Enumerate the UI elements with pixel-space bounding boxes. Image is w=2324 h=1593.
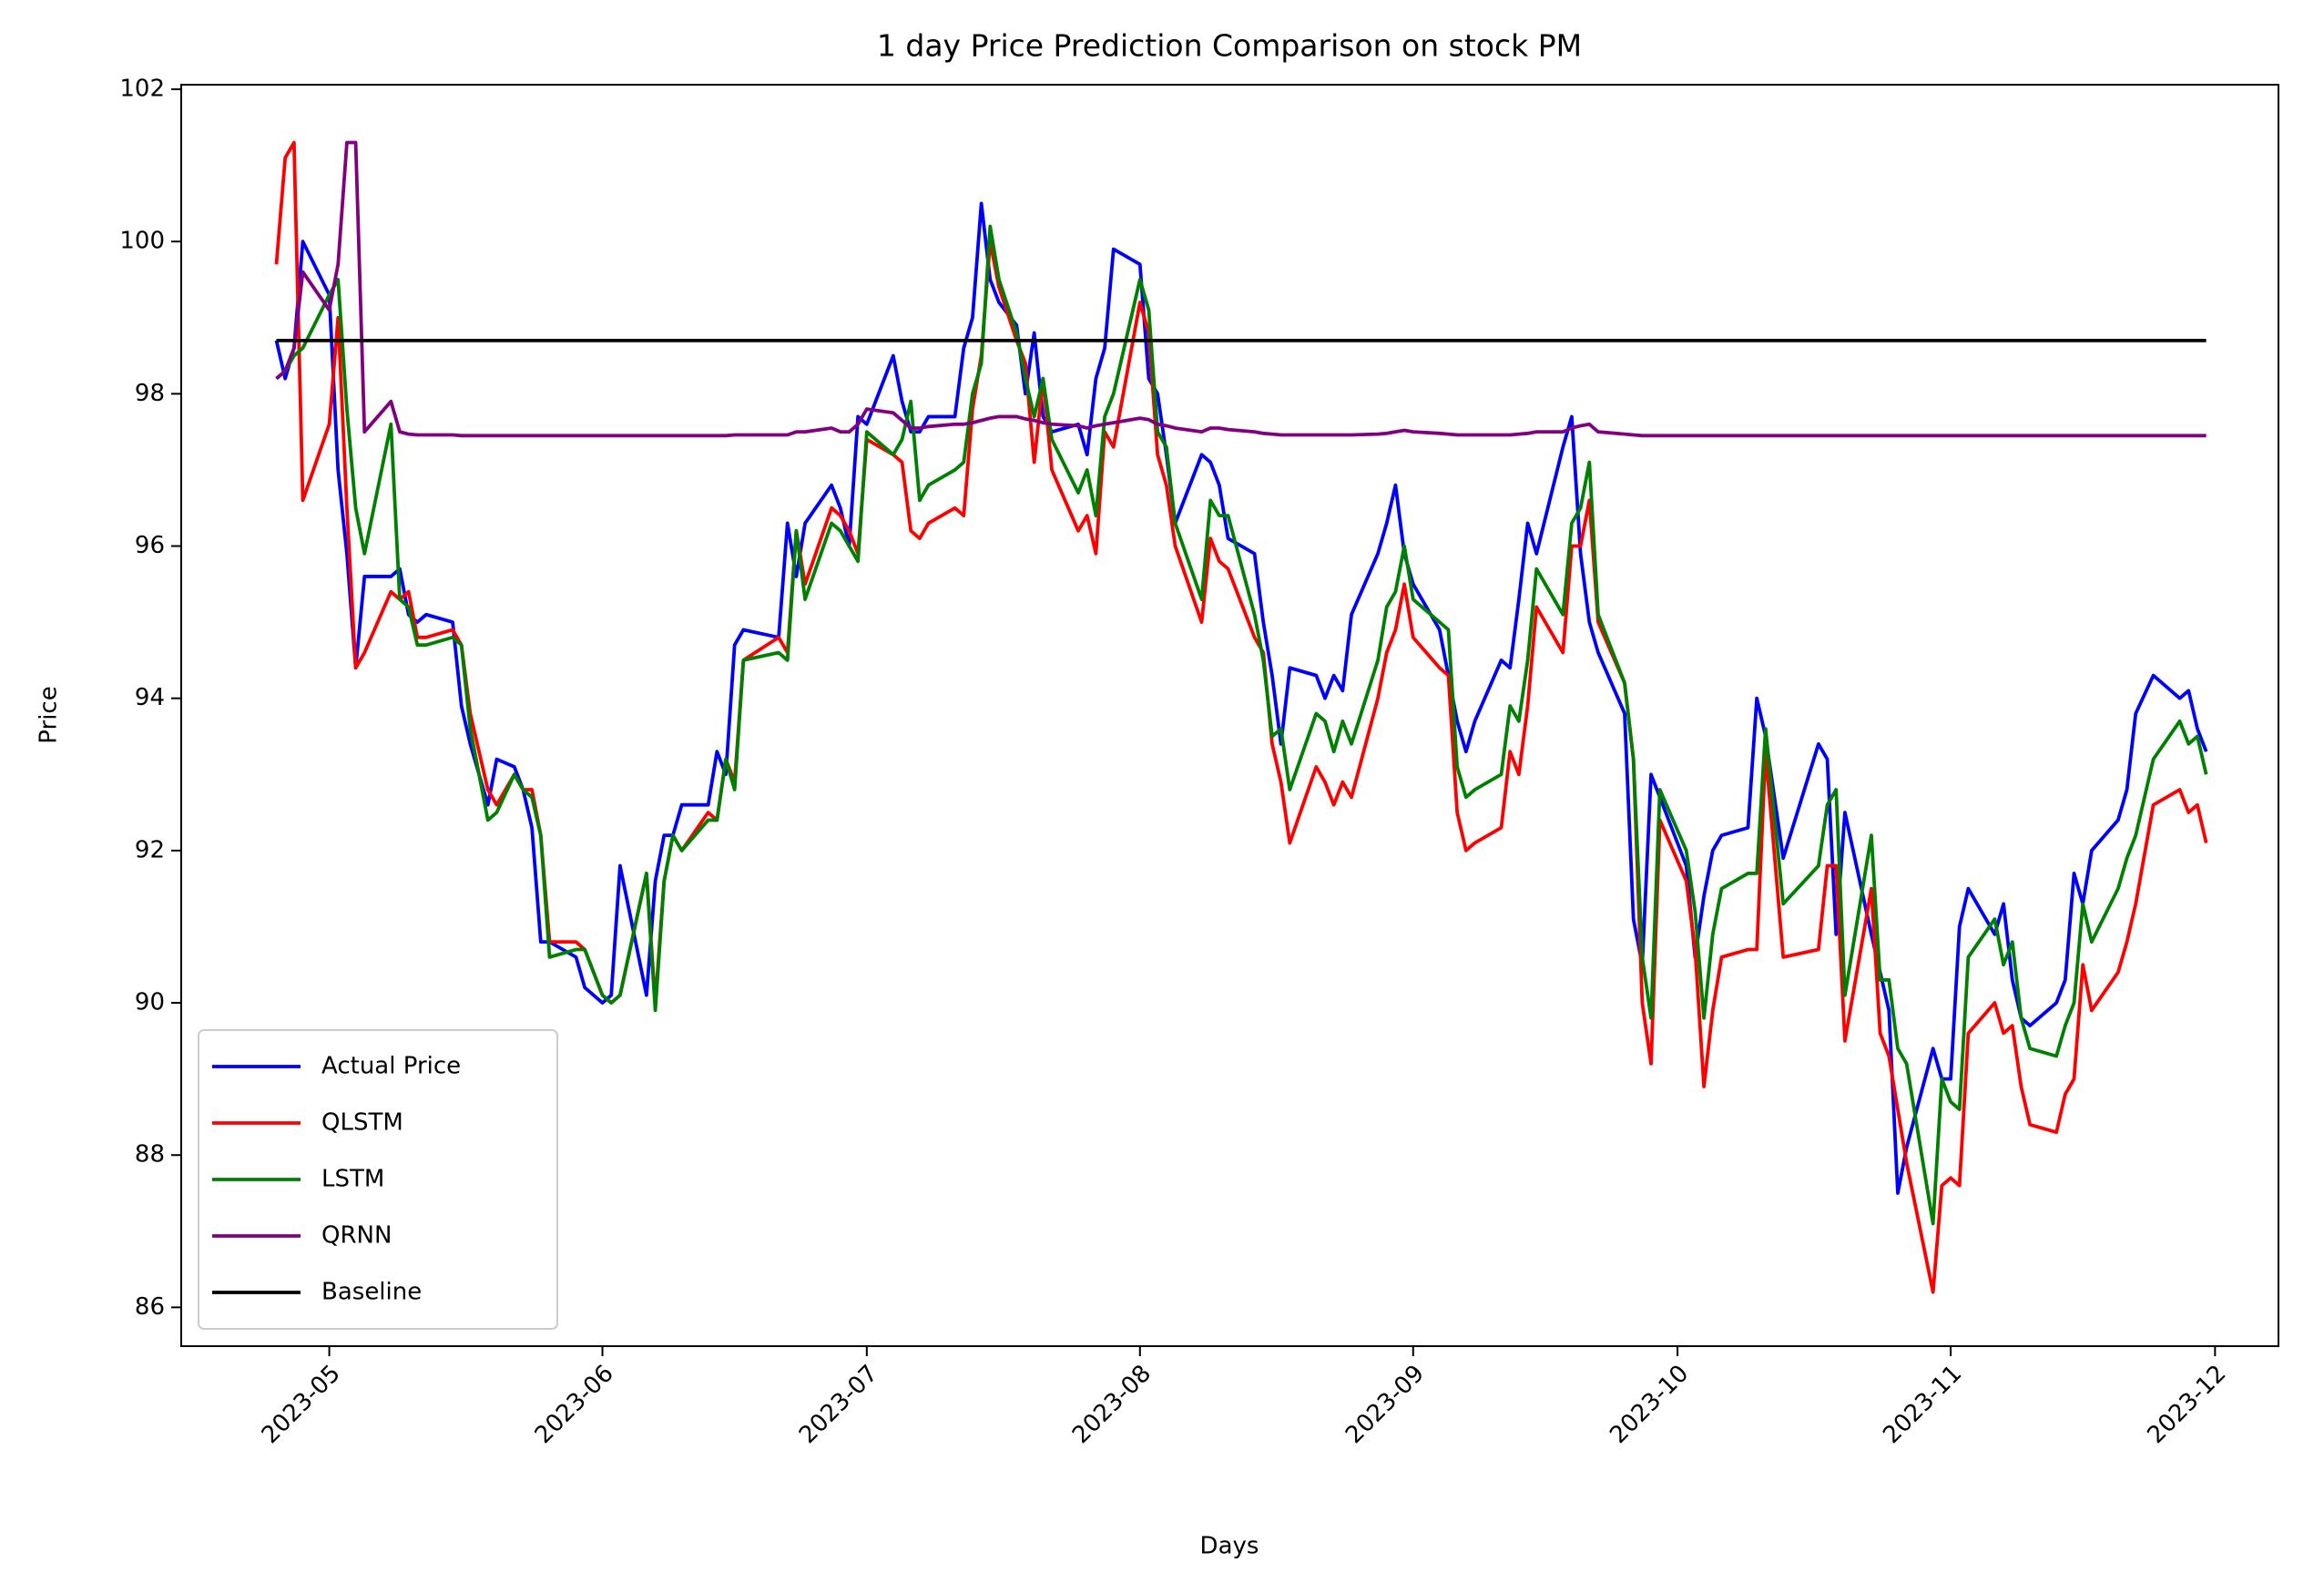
y-tick-label: 96 — [135, 532, 165, 559]
legend-label: QRNN — [321, 1222, 392, 1250]
y-tick-label: 100 — [119, 228, 165, 255]
legend-label: LSTM — [321, 1166, 384, 1193]
y-tick-label: 88 — [135, 1141, 165, 1169]
y-tick-label: 86 — [135, 1293, 165, 1321]
series-line — [274, 201, 2208, 1195]
plot-frame — [180, 84, 2279, 1347]
y-axis-label: Price — [36, 686, 63, 743]
chart-title: 1 day Price Prediction Comparison on sto… — [877, 28, 1582, 64]
y-tick-label: 102 — [119, 76, 165, 103]
y-tick-label: 90 — [135, 989, 165, 1016]
y-tick-label: 92 — [135, 836, 165, 863]
legend-label: Baseline — [321, 1279, 422, 1306]
series-line — [275, 140, 2207, 438]
legend-label: Actual Price — [321, 1053, 461, 1080]
y-tick-label: 94 — [135, 684, 165, 711]
legend-box — [198, 1029, 558, 1330]
y-tick-label: 98 — [135, 380, 165, 407]
x-axis-label: Days — [1200, 1533, 1259, 1560]
series-line — [275, 224, 2208, 1226]
legend-label: QLSTM — [321, 1109, 403, 1137]
